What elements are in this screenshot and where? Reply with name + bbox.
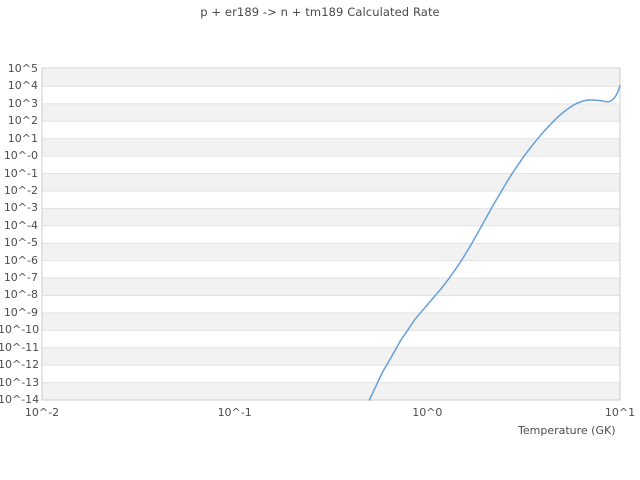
x-axis-title: Temperature (GK) (518, 424, 616, 437)
grid-band (42, 243, 620, 261)
y-tick-label: 10^-2 (3, 183, 38, 197)
y-tick-label: 10^4 (7, 79, 38, 93)
x-tick-label: 10^-1 (217, 406, 252, 419)
grid-band (42, 312, 620, 331)
y-tick-label: 10^3 (7, 96, 38, 110)
grid-band (42, 382, 620, 400)
y-tick-label: 10^-12 (0, 358, 40, 372)
y-tick-label: 10^-11 (0, 340, 40, 354)
data-series-line (368, 84, 621, 401)
chart-title: p + er189 -> n + tm189 Calculated Rate (200, 5, 440, 19)
y-tick-label: 10^-14 (0, 393, 40, 406)
y-tick-label: 10^5 (7, 62, 38, 75)
grid-bands (42, 69, 620, 400)
grid-band (42, 103, 620, 122)
y-tick-label: 10^-3 (3, 201, 38, 215)
grid-band (42, 69, 620, 87)
y-tick-label: 10^-1 (3, 166, 38, 180)
grid-band (42, 208, 620, 226)
y-tick-label: 10^2 (7, 114, 38, 128)
y-tick-label: 10^1 (7, 131, 38, 145)
x-tick-label: 10^0 (412, 406, 443, 419)
grid-lines (42, 85, 620, 401)
y-tick-label: 10^-0 (3, 149, 38, 163)
y-tick-label: 10^-13 (0, 375, 40, 389)
y-tick-label: 10^-9 (3, 305, 38, 319)
y-tick-label: 10^-7 (3, 271, 38, 285)
y-tick-label: 10^-4 (3, 218, 38, 232)
plot-frame (41, 67, 621, 401)
y-tick-label: 10^-10 (0, 323, 40, 337)
x-tick-label: 10^-2 (24, 406, 60, 419)
x-tick-label: 10^1 (604, 406, 636, 419)
y-tick-label: 10^-6 (3, 253, 38, 267)
grid-band (42, 173, 620, 191)
grid-band (42, 138, 620, 157)
y-tick-label: 10^-8 (3, 288, 38, 302)
grid-band (42, 347, 620, 366)
grid-band (42, 278, 620, 296)
y-tick-label: 10^-5 (3, 236, 38, 250)
